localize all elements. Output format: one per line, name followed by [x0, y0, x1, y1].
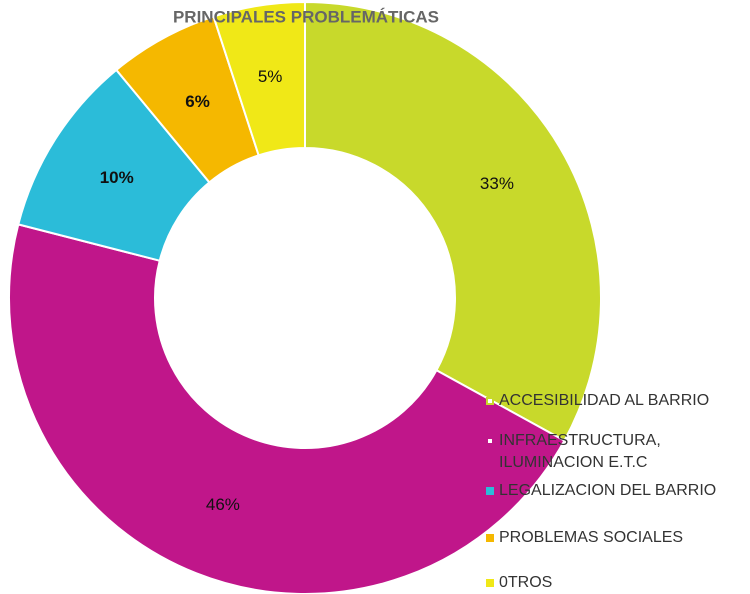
slice — [8, 223, 566, 594]
legend-item: LEGALIZACION DEL BARRIO — [486, 480, 716, 502]
legend-swatch — [486, 579, 494, 587]
value-label: 6% — [185, 92, 210, 111]
legend-label: PROBLEMAS SOCIALES — [499, 529, 684, 546]
legend-swatch — [486, 437, 494, 445]
slice — [212, 0, 306, 157]
legend-label: 0TROS — [499, 574, 553, 591]
legend-item: PROBLEMAS SOCIALES — [486, 527, 683, 549]
legend-item: 0TROS — [486, 572, 552, 594]
value-label: 33% — [480, 174, 514, 193]
legend-swatch — [486, 534, 494, 542]
legend-swatch — [486, 397, 494, 405]
value-label: 5% — [258, 67, 283, 86]
legend-label: LEGALIZACION DEL BARRIO — [499, 482, 717, 499]
slice — [304, 0, 602, 442]
legend-swatch — [486, 487, 494, 495]
legend-item: INFRAESTRUCTURA, ILUMINACION E.T.C — [486, 430, 689, 474]
legend-item: ACCESIBILIDAD AL BARRIO — [486, 390, 709, 412]
value-label: 10% — [100, 168, 134, 187]
value-label: 46% — [206, 495, 240, 514]
legend-label: INFRAESTRUCTURA, ILUMINACION E.T.C — [499, 432, 661, 471]
slices: 33% 46% 10% 6% 5% — [8, 0, 602, 594]
legend-label: ACCESIBILIDAD AL BARRIO — [499, 392, 710, 409]
chart-title: PRINCIPALES PROBLEMÁTICAS — [173, 7, 439, 26]
